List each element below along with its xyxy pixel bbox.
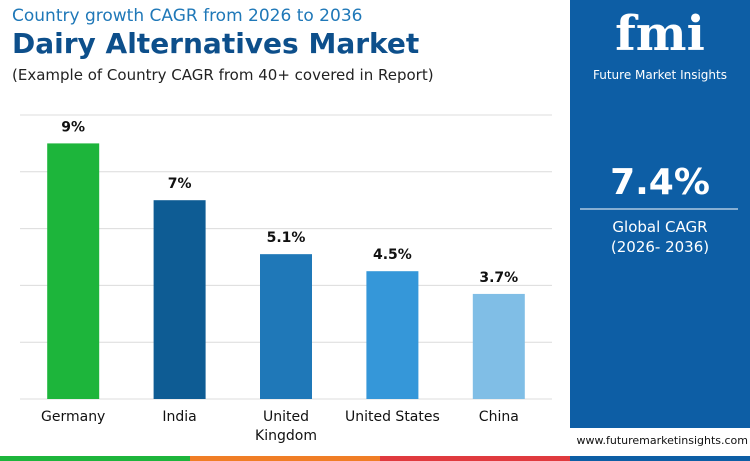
value-label: 5.1%: [267, 230, 306, 246]
global-label: Global CAGR: [612, 218, 708, 236]
footer-strip: [0, 456, 190, 461]
bar: [260, 254, 312, 399]
supertitle: Country growth CAGR from 2026 to 2036: [12, 6, 363, 26]
brand-name: Future Market Insights: [592, 68, 727, 82]
global-value: 7.4%: [610, 162, 710, 203]
bar: [47, 143, 100, 399]
footer-strip: [570, 456, 750, 461]
bar: [153, 200, 206, 399]
chart-title: Dairy Alternatives Market: [12, 27, 420, 60]
url: www.futuremarketinsights.com: [576, 434, 749, 447]
value-label: 3.7%: [479, 270, 518, 286]
subtitle: (Example of Country CAGR from 40+ covere…: [12, 66, 434, 84]
x-tick-label: India: [162, 409, 197, 425]
x-tick-label: China: [478, 409, 519, 425]
x-tick-label: United States: [344, 409, 440, 425]
bar: [366, 271, 419, 399]
sidebar-panel: [570, 0, 750, 428]
value-label: 9%: [61, 119, 85, 135]
x-tick-label: United Kingdom: [255, 409, 317, 444]
footer-strip: [380, 456, 570, 461]
value-label: 4.5%: [373, 247, 412, 263]
bar: [472, 293, 525, 399]
footer-strip: [190, 456, 380, 461]
logo: fmi: [615, 6, 705, 62]
global-period: (2026- 2036): [610, 238, 710, 256]
value-label: 7%: [168, 176, 192, 192]
x-tick-label: Germany: [41, 409, 106, 425]
